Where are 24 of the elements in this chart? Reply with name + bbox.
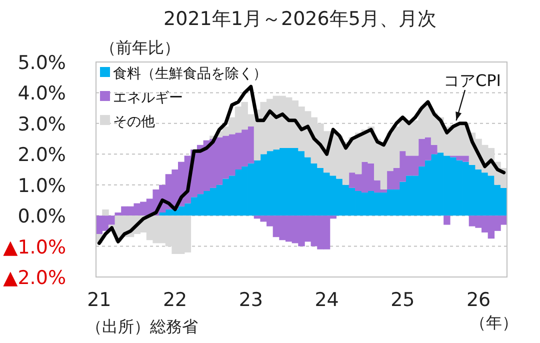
legend-label: エネルギー	[113, 90, 183, 106]
bar	[444, 216, 450, 225]
y-axis-title: （前年比）	[100, 38, 180, 57]
x-tick-label: 24	[314, 289, 339, 311]
y-tick-label: 5.0%	[18, 52, 66, 74]
chart-title: 2021年1月～2026年5月、月次	[164, 8, 436, 30]
y-tick-label: 2.0%	[18, 144, 66, 166]
bar	[102, 209, 109, 216]
x-tick-label: 26	[466, 289, 491, 311]
x-axis-title: （年）	[470, 313, 518, 332]
y-tick-label: ▲1.0%	[3, 236, 66, 258]
x-tick-label: 22	[162, 289, 188, 311]
y-tick-label: ▲2.0%	[3, 267, 66, 289]
x-tick-label: 21	[87, 289, 112, 311]
y-tick-label: 3.0%	[18, 113, 66, 136]
x-tick-label: 23	[238, 289, 264, 311]
y-tick-label: 1.0%	[18, 174, 66, 197]
legend-label: その他	[113, 114, 155, 130]
x-tick-label: 25	[390, 289, 415, 311]
y-tick-label: 4.0%	[18, 82, 66, 105]
series-label: コアCPI	[443, 71, 501, 90]
y-tick-label: 0.0%	[18, 206, 66, 228]
text: （出所）総務省	[86, 317, 198, 336]
legend-label: 食料（生鮮食品を除く）	[113, 66, 267, 82]
